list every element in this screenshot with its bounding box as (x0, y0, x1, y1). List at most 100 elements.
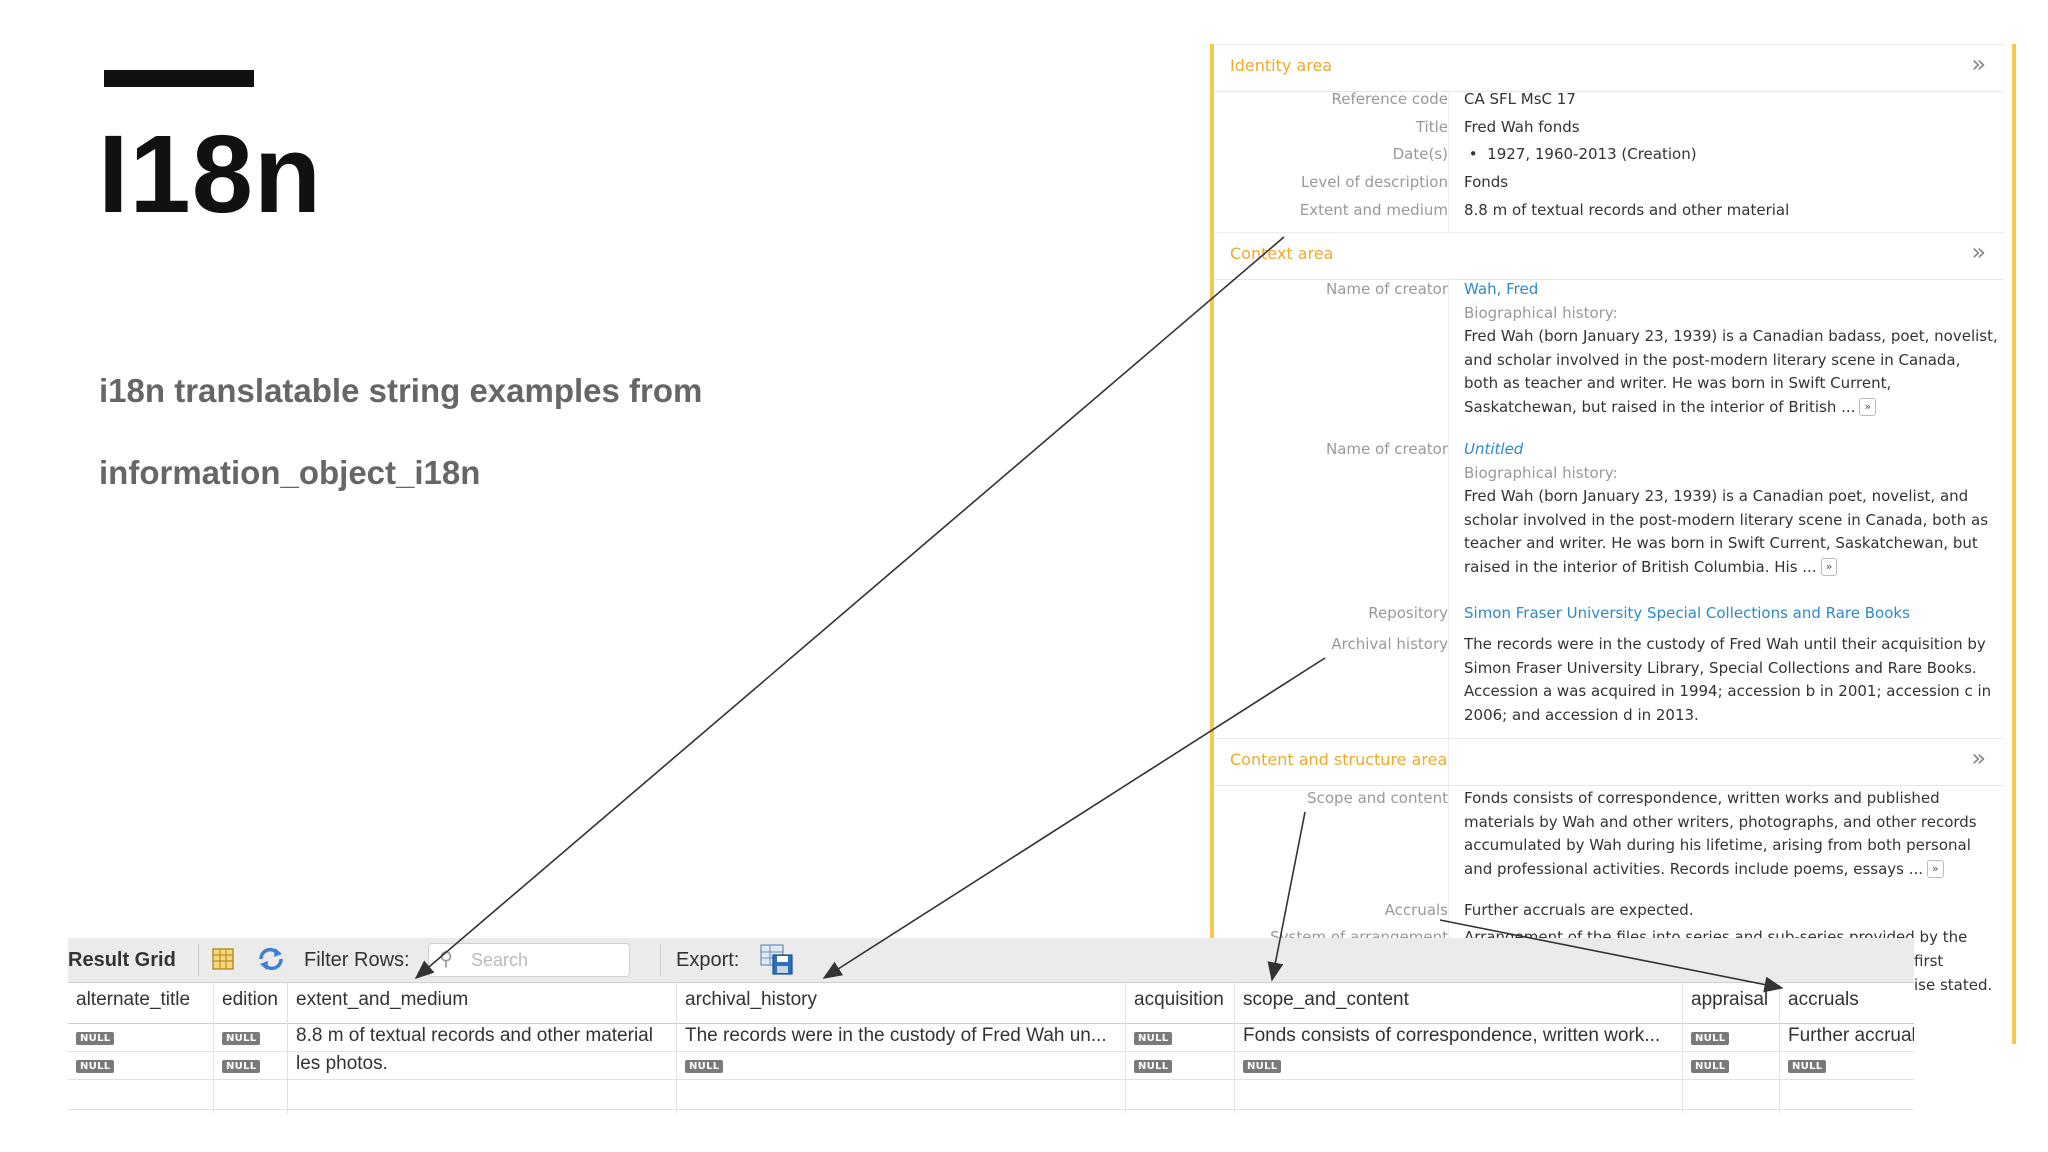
read-more-button[interactable]: » (1927, 860, 1944, 878)
title-value: Fred Wah fonds (1464, 118, 1580, 136)
column-edition: edition NULL NULL (214, 983, 288, 1113)
label-divider (1448, 90, 1449, 232)
column-header[interactable]: scope_and_content (1243, 989, 1409, 1010)
filter-rows-label: Filter Rows: (304, 949, 410, 971)
expand-chevron-icon[interactable]: » (1971, 50, 1986, 78)
creator1-bio: Fred Wah (born January 23, 1939) is a Ca… (1464, 325, 1999, 419)
null-badge: NULL (76, 1032, 115, 1045)
grid-cell[interactable]: The records were in the custody of Fred … (685, 1025, 1107, 1046)
label-divider (1448, 278, 1449, 783)
identity-area-header[interactable]: Identity area » (1214, 44, 2004, 92)
creator1-block: Wah, Fred Biographical history: Fred Wah… (1464, 278, 1999, 419)
column-accruals: accruals Further accrual NULL (1780, 983, 1914, 1113)
grid-cell[interactable]: NULL (76, 1053, 115, 1075)
content-structure-area-header[interactable]: Content and structure area » (1214, 738, 2004, 786)
grid-header-divider (68, 1023, 1914, 1024)
read-more-button[interactable]: » (1820, 558, 1838, 576)
grid-cell[interactable]: NULL (685, 1053, 724, 1075)
grid-cell[interactable]: NULL (1134, 1053, 1173, 1075)
dates-value-text: 1927, 1960-2013 (Creation) (1487, 145, 1697, 163)
grid-cell[interactable]: NULL (1691, 1025, 1730, 1047)
result-grid-toolbar: Result Grid Filter Rows: ⚲ Search Export… (68, 938, 1914, 983)
column-header[interactable]: accruals (1788, 989, 1859, 1010)
title-accent-bar (104, 70, 254, 87)
context-area-header[interactable]: Context area » (1214, 232, 2004, 280)
null-badge: NULL (1243, 1060, 1282, 1073)
dates-label: Date(s) (1392, 145, 1448, 163)
column-header[interactable]: acquisition (1134, 989, 1224, 1010)
grid-view-icon[interactable] (210, 946, 236, 978)
grid-cell[interactable]: NULL (1788, 1053, 1827, 1075)
repository-label: Repository (1368, 604, 1448, 622)
slide-subtitle-line1: i18n translatable string examples from (99, 372, 703, 409)
arrangement-value-line3: ise stated. (1914, 976, 1993, 994)
grid-cell[interactable]: Further accrual (1788, 1025, 1914, 1046)
reference-code-value: CA SFL MsC 17 (1464, 90, 1576, 108)
slide-title: I18n (98, 113, 323, 236)
level-of-description-value: Fonds (1464, 173, 1509, 191)
expand-chevron-icon[interactable]: » (1971, 744, 1986, 772)
identity-area-title: Identity area (1230, 56, 1333, 75)
null-badge: NULL (1788, 1060, 1827, 1073)
archival-history-label: Archival history (1331, 635, 1448, 653)
null-badge: NULL (1134, 1060, 1173, 1073)
column-header[interactable]: alternate_title (76, 989, 191, 1010)
creator2-bio-label: Biographical history: (1464, 463, 1618, 482)
grid-cell[interactable]: NULL (1134, 1025, 1173, 1047)
column-header[interactable]: edition (222, 989, 278, 1010)
column-header[interactable]: extent_and_medium (296, 989, 469, 1010)
creator2-name-link[interactable]: Untitled (1464, 440, 1524, 458)
column-header[interactable]: archival_history (685, 989, 817, 1010)
read-more-button[interactable]: » (1859, 398, 1877, 416)
grid-cell[interactable]: NULL (1243, 1053, 1282, 1075)
creator2-block: Untitled Biographical history: Fred Wah … (1464, 438, 1999, 579)
null-badge: NULL (76, 1060, 115, 1073)
grid-cell[interactable]: Fonds consists of correspondence, writte… (1243, 1025, 1661, 1046)
repository-link[interactable]: Simon Fraser University Special Collecti… (1464, 604, 1910, 622)
grid-cell[interactable]: 8.8 m of textual records and other mater… (296, 1025, 653, 1046)
creator1-bio-text: Fred Wah (born January 23, 1939) is a Ca… (1464, 327, 1998, 416)
scope-content-label: Scope and content (1307, 789, 1448, 807)
title-label: Title (1415, 118, 1448, 136)
grid-cell[interactable]: NULL (222, 1053, 261, 1075)
arrangement-value-line2: first (1914, 952, 1944, 970)
search-placeholder: Search (471, 950, 529, 970)
content-structure-area-title: Content and structure area (1230, 750, 1448, 769)
expand-chevron-icon[interactable]: » (1971, 238, 1986, 266)
result-grid: alternate_title NULL NULL edition NULL N… (68, 983, 1914, 1113)
grid-cell[interactable]: NULL (1691, 1053, 1730, 1075)
scope-content-block: Fonds consists of correspondence, writte… (1464, 787, 1999, 881)
export-save-icon[interactable] (760, 944, 794, 982)
accruals-value: Further accruals are expected. (1464, 901, 1694, 919)
scope-content-text: Fonds consists of correspondence, writte… (1464, 789, 1977, 878)
column-archival-history: archival_history The records were in the… (677, 983, 1126, 1113)
export-label: Export: (676, 949, 740, 971)
slide-subtitle-line2: information_object_i18n (99, 454, 481, 491)
creator2-bio-text: Fred Wah (born January 23, 1939) is a Ca… (1464, 487, 1989, 576)
null-badge: NULL (1691, 1032, 1730, 1045)
context-area-title: Context area (1230, 244, 1334, 263)
refresh-icon[interactable] (256, 946, 286, 978)
toolbar-separator (660, 944, 661, 976)
column-header[interactable]: appraisal (1691, 989, 1769, 1010)
accruals-label: Accruals (1384, 901, 1448, 919)
creator2-label: Name of creator (1326, 440, 1448, 458)
grid-cell[interactable]: NULL (222, 1025, 261, 1047)
creator1-name-link[interactable]: Wah, Fred (1464, 280, 1539, 298)
column-alternate-title: alternate_title NULL NULL (68, 983, 214, 1113)
filter-search-input[interactable]: ⚲ Search (428, 943, 630, 977)
reference-code-label: Reference code (1331, 90, 1448, 108)
column-scope-and-content: scope_and_content Fonds consists of corr… (1235, 983, 1683, 1113)
level-of-description-label: Level of description (1301, 173, 1448, 191)
grid-cell[interactable]: les photos. (296, 1053, 388, 1074)
grid-row-divider (68, 1109, 1914, 1110)
archival-history-value: The records were in the custody of Fred … (1464, 635, 1992, 724)
creator1-bio-label: Biographical history: (1464, 303, 1618, 322)
null-badge: NULL (685, 1060, 724, 1073)
toolbar-separator (198, 944, 199, 976)
arrow-extent-to-column (414, 236, 1285, 980)
grid-cell[interactable]: NULL (76, 1025, 115, 1047)
dates-value: • 1927, 1960-2013 (Creation) (1464, 145, 1697, 163)
null-badge: NULL (1691, 1060, 1730, 1073)
column-extent-and-medium: extent_and_medium 8.8 m of textual recor… (288, 983, 677, 1113)
